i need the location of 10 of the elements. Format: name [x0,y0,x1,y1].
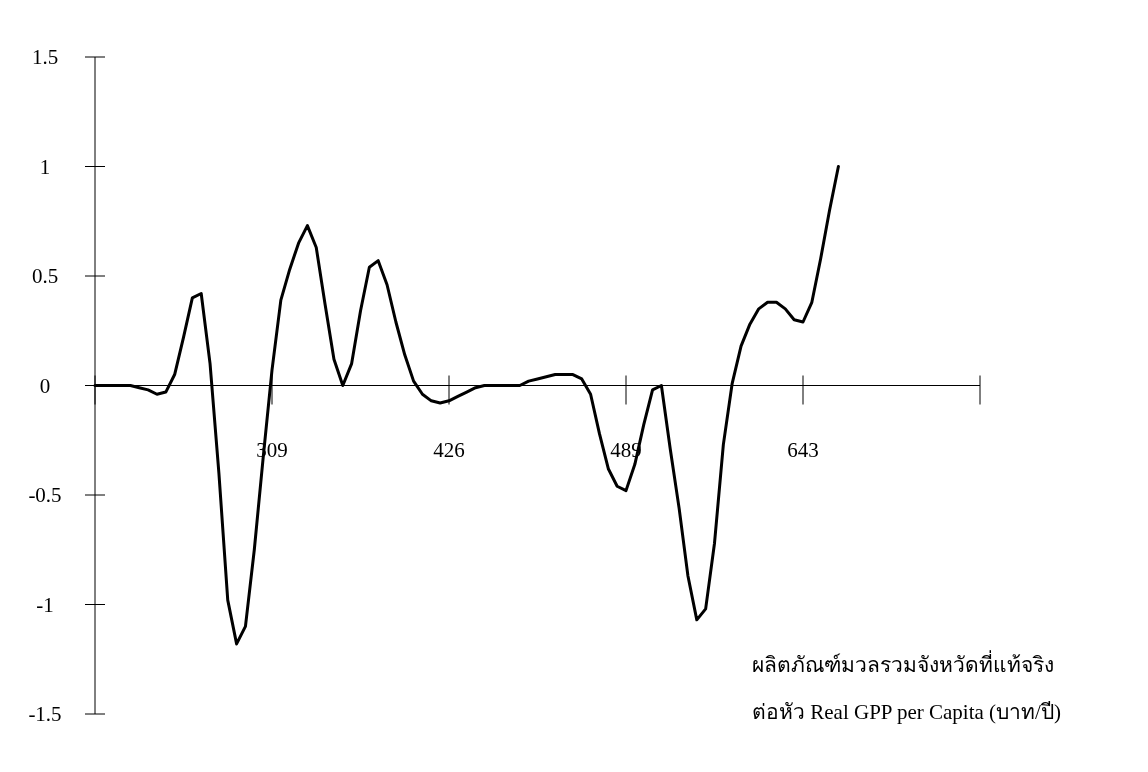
x-tick-label: 426 [433,437,465,462]
y-tick-label: -0.5 [28,483,62,507]
y-tick-label: 1 [39,154,51,179]
y-tick-label: -1 [36,592,54,617]
y-tick-label: -1.5 [28,702,62,726]
x-tick-label: 643 [787,437,819,462]
x-axis-title: ผลิตภัณฑ์มวลรวมจังหวัดที่แท้จริง ต่อหัว Real GPP per Capita (บาท/ปี) [752,650,1061,724]
y-tick-label: 0 [39,373,51,398]
y-tick-label: 1.5 [31,45,59,69]
y-tick-label: 0.5 [31,264,59,288]
